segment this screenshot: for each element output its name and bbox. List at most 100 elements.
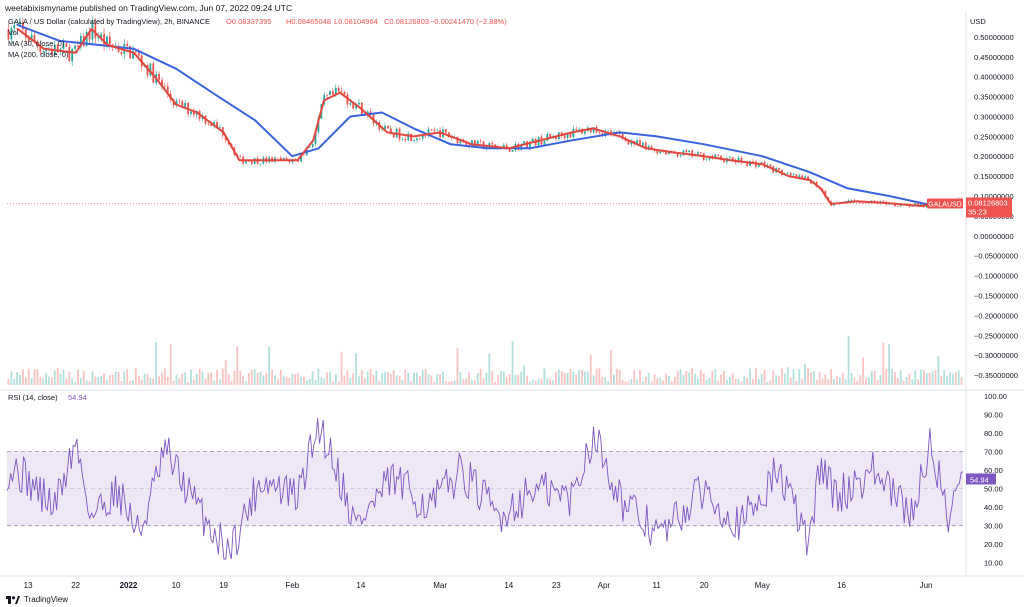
price-candle (152, 63, 155, 83)
volume-bar (922, 370, 925, 385)
last-price-symbol-label: GALAUSD (928, 201, 961, 208)
price-candle (668, 152, 670, 155)
volume-bar (917, 379, 919, 385)
volume-bar (372, 375, 375, 385)
price-candle (326, 94, 329, 96)
volume-bar (389, 374, 392, 385)
price-candle (604, 130, 607, 136)
legend-high: H0.08465048 (286, 17, 331, 26)
price-candle (245, 161, 247, 164)
volume-bar (531, 379, 534, 385)
price-candle (45, 49, 48, 52)
volume-bar (569, 368, 572, 385)
price-candle (731, 157, 734, 161)
price-candle (717, 154, 720, 156)
legend-vol: Vol (8, 28, 19, 37)
volume-bar (349, 377, 352, 385)
volume-bar (294, 374, 297, 385)
volume-bar (140, 379, 143, 385)
volume-bar (482, 378, 485, 385)
volume-bar (543, 368, 546, 385)
volume-bar (39, 376, 42, 385)
volume-bar (30, 378, 33, 385)
volume-bar (204, 378, 207, 385)
price-candle (650, 146, 653, 150)
volume-bar (184, 372, 187, 385)
volume-bar (821, 378, 824, 385)
volume-bar (615, 368, 618, 385)
price-candle (778, 167, 780, 170)
volume-bar (100, 376, 103, 385)
rsi-line (6, 418, 964, 560)
rsi-tick-label: 100.00 (984, 392, 1007, 401)
volume-bar (934, 370, 937, 385)
volume-bar (433, 381, 436, 385)
price-tick-label: 0.20000000 (974, 152, 1014, 161)
last-price-countdown: 35:23 (968, 207, 987, 216)
volume-bar (662, 380, 665, 385)
volume-bar (705, 379, 708, 385)
volume-bar (676, 370, 679, 385)
volume-bar (734, 379, 737, 385)
volume-bar (230, 381, 233, 385)
price-tick-label: −0.25000000 (974, 331, 1018, 340)
price-candle (644, 142, 647, 149)
volume-bar (957, 370, 960, 385)
price-candle (529, 141, 531, 149)
volume-bar (807, 368, 809, 385)
volume-bar (688, 372, 691, 385)
volume-bar (540, 378, 543, 385)
price-candle (384, 125, 386, 129)
volume-bar (143, 373, 146, 385)
volume-bar (497, 375, 499, 385)
volume-bar (227, 374, 230, 385)
volume-bar (728, 377, 731, 385)
volume-bar (221, 368, 224, 385)
price-candle (19, 22, 21, 25)
volume-bar (529, 381, 531, 385)
volume-bar (329, 371, 331, 385)
volume-bar (737, 378, 740, 385)
volume-bar (740, 381, 743, 385)
price-candle (699, 152, 702, 154)
volume-bar (659, 377, 662, 385)
price-candle (459, 139, 462, 144)
price-candle (247, 161, 250, 162)
volume-bar (378, 380, 381, 385)
volume-bar (224, 360, 227, 385)
price-candle (647, 146, 650, 149)
price-candle (847, 200, 850, 202)
price-candle (410, 133, 413, 141)
volume-bar (752, 379, 754, 385)
rsi-tick-label: 70.00 (984, 448, 1003, 457)
legend-change: −0.00241470 (−2.88%) (430, 17, 507, 26)
volume-bar (668, 375, 670, 385)
price-candle (795, 174, 798, 179)
volume-bar (303, 376, 305, 385)
price-tick-label: 0.30000000 (974, 112, 1014, 121)
volume-bar (323, 378, 326, 385)
price-candle (714, 154, 717, 159)
volume-bar (584, 371, 586, 385)
volume-bar (178, 378, 181, 385)
volume-bar (595, 368, 598, 385)
price-candle (161, 79, 163, 87)
price-candle (436, 130, 439, 131)
volume-bar (523, 365, 526, 385)
price-candle (804, 176, 807, 178)
price-candle (192, 111, 195, 115)
time-tick-label: 11 (653, 581, 662, 590)
volume-bar (644, 376, 647, 385)
price-candle (219, 127, 221, 128)
volume-bar (282, 375, 285, 385)
price-candle (424, 135, 427, 137)
volume-bar (48, 376, 50, 385)
price-candle (88, 31, 91, 40)
volume-bar (317, 368, 320, 385)
price-candle (94, 22, 97, 38)
volume-bar (181, 373, 184, 385)
volume-bar (511, 341, 514, 385)
tradingview-footer[interactable]: TradingView (6, 595, 68, 604)
